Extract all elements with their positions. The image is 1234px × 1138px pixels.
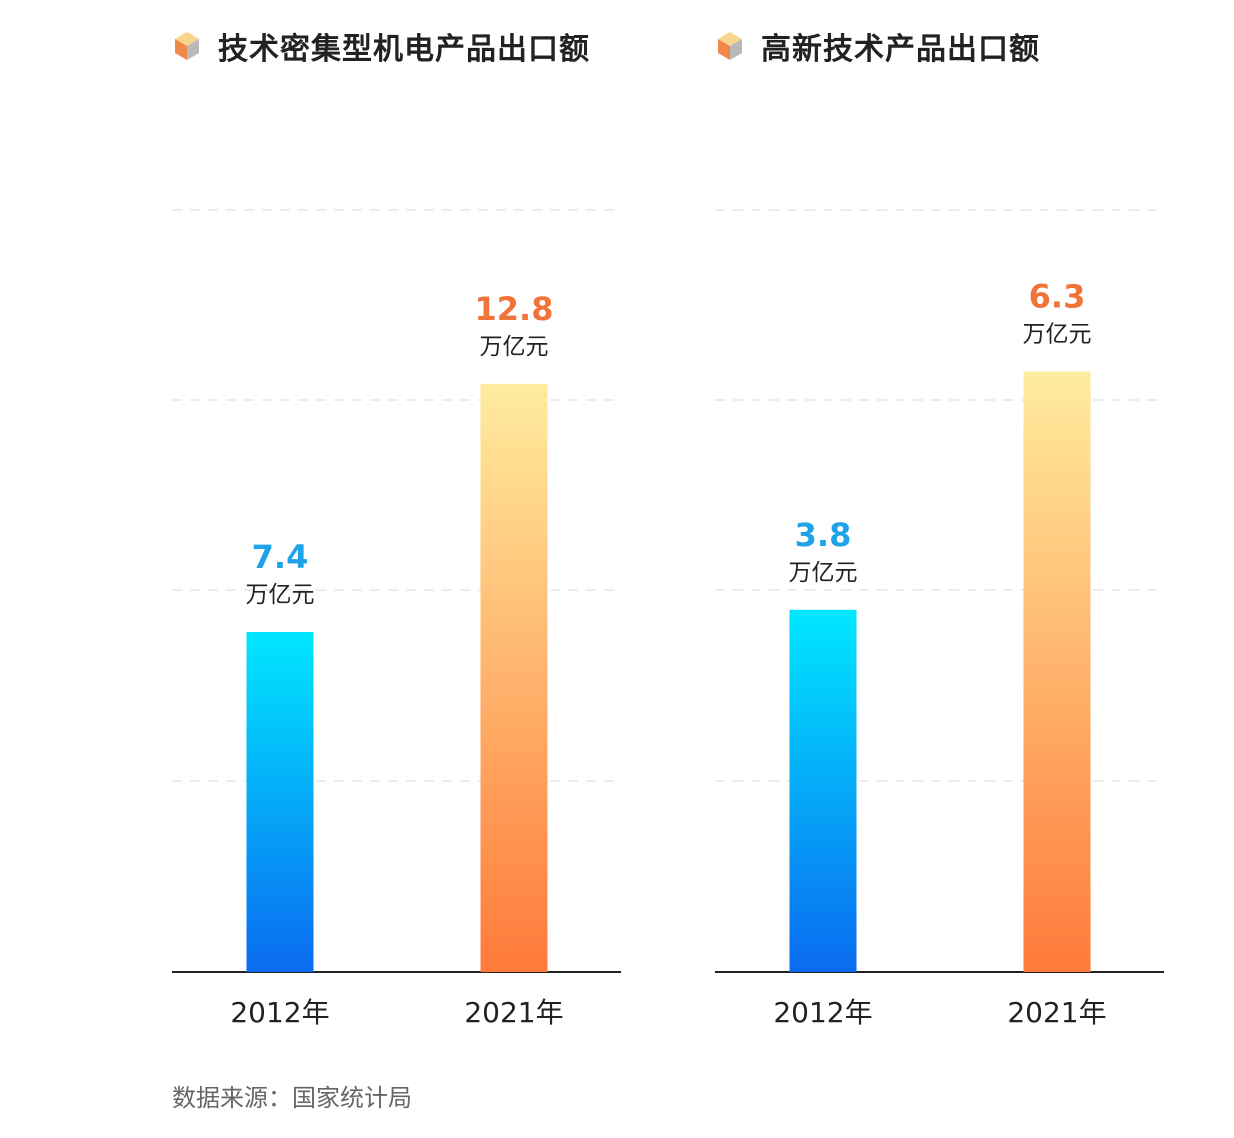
data-label-value: 7.4 [252, 538, 309, 576]
data-label-unit: 万亿元 [1023, 322, 1092, 348]
x-tick-label: 2021年 [464, 996, 563, 1029]
x-tick-label: 2012年 [773, 996, 872, 1029]
bar-1 [789, 609, 857, 972]
chart-panel-1: 7.4 万亿元 2012年 12.8 万亿元 2021年 [172, 209, 621, 1029]
chart-panel-2: 3.8 万亿元 2012年 6.3 万亿元 2021年 [715, 209, 1164, 1029]
data-label-unit: 万亿元 [789, 560, 858, 586]
x-tick-label: 2021年 [1007, 996, 1106, 1029]
bar-2 [1023, 371, 1091, 972]
data-label-unit: 万亿元 [246, 582, 315, 608]
chart-title-text: 技术密集型机电产品出口额 [218, 32, 590, 67]
hexagon-cube-icon [175, 32, 199, 60]
hexagon-cube-icon [718, 32, 742, 60]
bar-1 [246, 631, 314, 972]
data-source-note: 数据来源：国家统计局 [172, 1084, 412, 1112]
data-label-value: 12.8 [475, 290, 554, 328]
data-label-unit: 万亿元 [480, 334, 549, 360]
chart-title-text: 高新技术产品出口额 [761, 32, 1040, 67]
bar-2 [480, 383, 548, 972]
data-label-value: 6.3 [1029, 278, 1086, 316]
data-label-value: 3.8 [795, 516, 852, 554]
x-tick-label: 2012年 [230, 996, 329, 1029]
chart-title-right: 高新技术产品出口额 [713, 26, 1040, 67]
chart-title-left: 技术密集型机电产品出口额 [170, 26, 590, 67]
